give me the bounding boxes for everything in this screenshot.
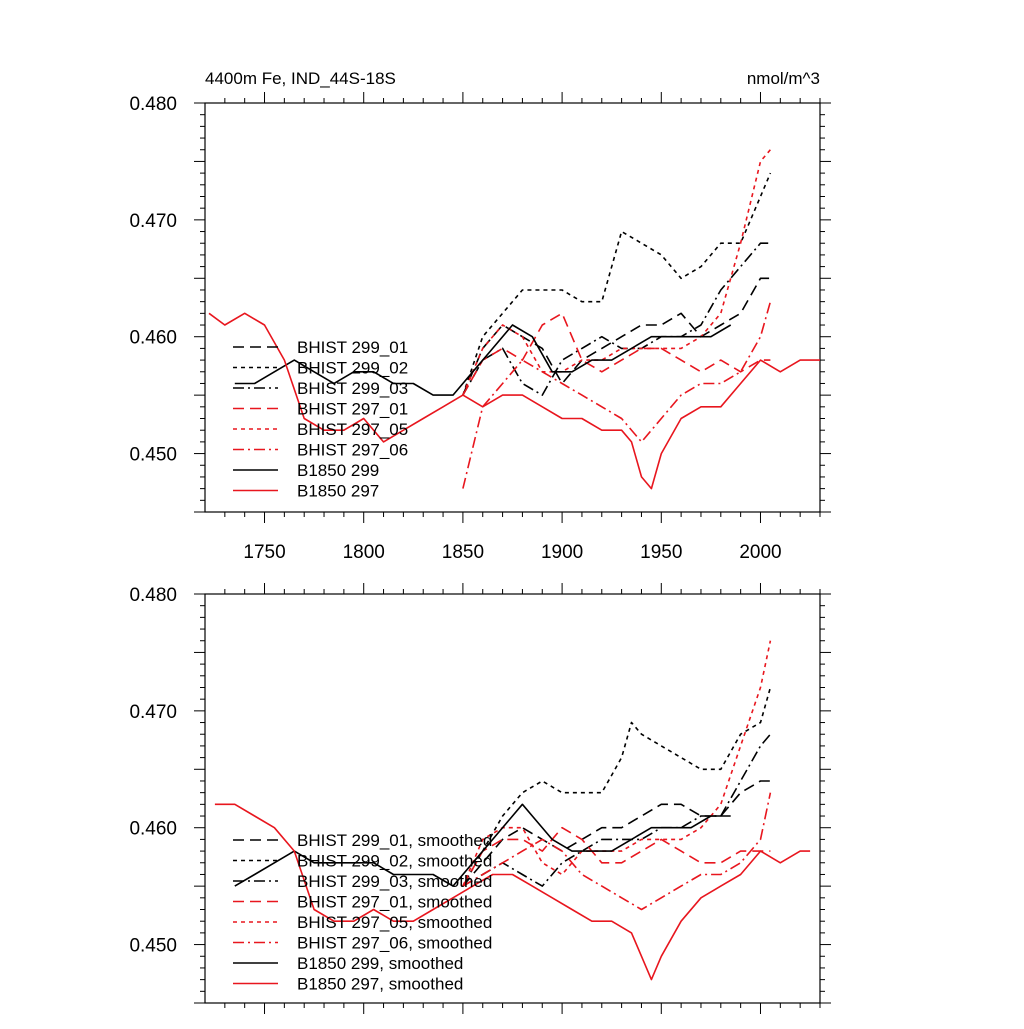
series-line-7: [234, 803, 731, 887]
y-tick-label: 0.450: [129, 445, 177, 466]
plot-frame: [204, 102, 821, 513]
y-tick-label: 0.450: [129, 936, 177, 957]
series-line-5: [462, 149, 772, 396]
legend-label: BHIST 299_03: [297, 379, 408, 398]
series-line-1: [462, 780, 771, 887]
x-tick-label: 1800: [343, 542, 385, 563]
y-tick-label: 0.460: [129, 819, 177, 840]
x-tick-label: 1750: [243, 542, 285, 563]
series-line-4: [462, 312, 771, 396]
series-line-1: [462, 277, 771, 396]
units-label: nmol/m^3: [747, 69, 820, 88]
series-line-2: [462, 172, 772, 396]
plot-frame: [204, 593, 821, 1004]
series-line-5: [462, 640, 772, 887]
series-line-4: [462, 826, 771, 887]
legend-label: BHIST 297_06, smoothed: [297, 934, 492, 953]
legend-label: BHIST 299_02: [297, 359, 408, 378]
y-tick-label: 0.460: [129, 328, 177, 349]
legend-label: BHIST 299_01: [297, 338, 408, 357]
x-tick-label: 1850: [442, 542, 484, 563]
x-tick-label: 2000: [739, 542, 781, 563]
legend-label: B1850 299, smoothed: [297, 954, 463, 973]
x-tick-label: 1950: [640, 542, 682, 563]
legend-label: BHIST 297_05: [297, 420, 408, 439]
legend-label: B1850 299: [297, 461, 379, 480]
legend-label: BHIST 297_05, smoothed: [297, 913, 492, 932]
series-line-2: [462, 687, 772, 887]
series-line-8: [214, 803, 811, 981]
legend-label: BHIST 297_01, smoothed: [297, 893, 492, 912]
y-tick-label: 0.470: [129, 702, 177, 723]
x-tick-label: 1900: [541, 542, 583, 563]
series-line-8: [208, 312, 820, 490]
series-line-6: [462, 792, 772, 911]
chart-title: 4400m Fe, IND_44S-18S: [205, 69, 396, 88]
series-line-3: [462, 242, 771, 396]
legend-label: B1850 297: [297, 482, 379, 501]
y-tick-label: 0.480: [129, 94, 177, 115]
legend-label: B1850 297, smoothed: [297, 975, 463, 994]
legend-label: BHIST 299_03, smoothed: [297, 872, 492, 891]
legend-label: BHIST 299_02, smoothed: [297, 852, 492, 871]
y-tick-label: 0.470: [129, 211, 177, 232]
series-line-6: [462, 301, 772, 489]
bottom-panel: 0.450 0.460 0.470 0.480 BHIST 299_01, smooth…: [129, 583, 831, 1014]
y-tick-label: 0.480: [129, 585, 177, 606]
top-panel: 0.450 0.460 0.470 0.480 1750 1800 1850 1900 1950…: [129, 92, 831, 563]
legend-label: BHIST 297_01: [297, 400, 408, 419]
legend-label: BHIST 297_06: [297, 441, 408, 460]
series-line-7: [234, 324, 732, 396]
legend-label: BHIST 299_01, smoothed: [297, 831, 492, 850]
